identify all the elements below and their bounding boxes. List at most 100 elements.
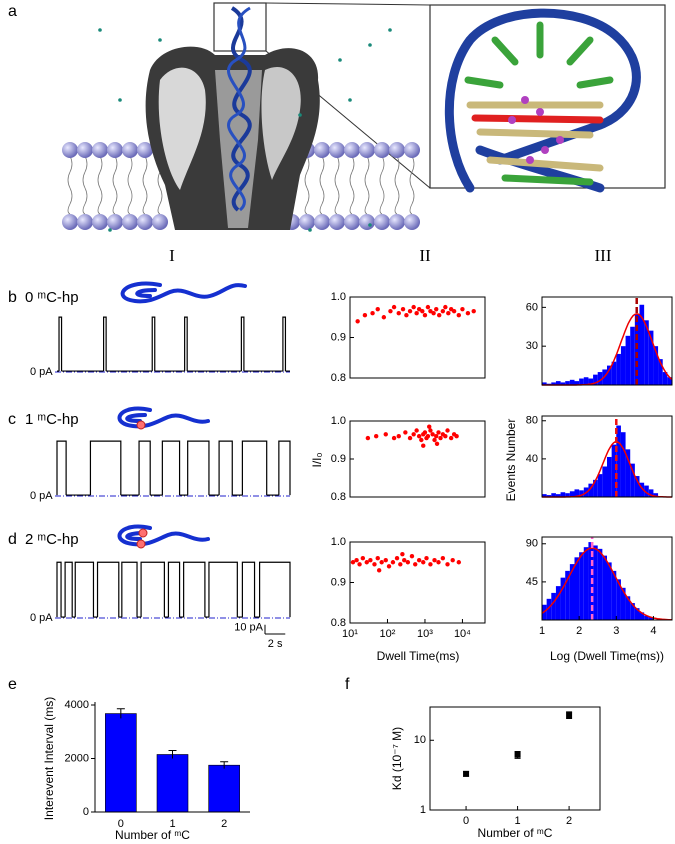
point bbox=[390, 560, 396, 565]
y-tick-label: 4000 bbox=[65, 699, 89, 711]
point bbox=[428, 308, 433, 314]
x-tick-label: 0 bbox=[118, 818, 124, 830]
column-header: III bbox=[595, 246, 612, 265]
hist-bar bbox=[593, 545, 598, 620]
hist-bar bbox=[625, 449, 631, 497]
point bbox=[414, 311, 419, 316]
protein-surface bbox=[261, 66, 301, 180]
hist-bar bbox=[634, 313, 640, 385]
zoom-line bbox=[265, 2, 431, 6]
point bbox=[566, 712, 573, 719]
hist-bar bbox=[588, 542, 594, 620]
point bbox=[373, 434, 379, 439]
point bbox=[375, 556, 380, 561]
plot-frame bbox=[349, 541, 486, 624]
point bbox=[379, 560, 384, 565]
open-event bbox=[278, 440, 291, 496]
zoom-box bbox=[213, 2, 267, 52]
lipid-head bbox=[389, 142, 405, 158]
open-event bbox=[140, 561, 165, 618]
x-tick-label: 1 bbox=[169, 818, 175, 830]
hist-bar bbox=[630, 603, 635, 620]
dna-strand bbox=[230, 6, 252, 212]
point bbox=[443, 434, 448, 439]
hist-bar bbox=[630, 463, 635, 497]
x-tick-label: 10⁴ bbox=[454, 628, 471, 640]
hist-bar bbox=[551, 592, 556, 620]
point bbox=[411, 304, 416, 310]
point bbox=[400, 551, 405, 557]
point bbox=[383, 432, 388, 437]
ion bbox=[98, 28, 102, 32]
hist-bar bbox=[569, 379, 575, 385]
hist-bar bbox=[560, 577, 566, 620]
hist-bar bbox=[588, 378, 594, 385]
point bbox=[370, 311, 375, 316]
y-tick-label: 0.9 bbox=[331, 453, 346, 465]
hist-bar bbox=[634, 608, 640, 620]
point bbox=[446, 311, 451, 316]
y-tick-label: 90 bbox=[526, 538, 538, 550]
plot-frame bbox=[541, 415, 673, 498]
y-tick-label: 0.8 bbox=[331, 491, 346, 503]
point bbox=[451, 308, 457, 314]
lipid-head bbox=[374, 142, 390, 158]
y-tick-label: 0 bbox=[83, 806, 89, 818]
point bbox=[360, 556, 366, 561]
point bbox=[456, 560, 462, 565]
error-bar bbox=[220, 761, 229, 769]
point bbox=[376, 568, 382, 573]
lipid-head bbox=[77, 142, 93, 158]
lipid-head bbox=[329, 142, 345, 158]
hist-bar bbox=[639, 304, 645, 385]
hist-bar bbox=[644, 615, 649, 620]
hist-bar bbox=[648, 617, 654, 620]
hist-bar bbox=[579, 552, 584, 620]
hist-bar bbox=[555, 381, 561, 385]
point bbox=[438, 435, 443, 441]
lipid-tail bbox=[97, 155, 103, 215]
y-tick-label: 2000 bbox=[65, 752, 89, 764]
point bbox=[436, 430, 441, 435]
open-event bbox=[151, 316, 156, 372]
point bbox=[413, 562, 418, 567]
point bbox=[425, 304, 431, 310]
point bbox=[434, 434, 439, 439]
point bbox=[416, 306, 422, 312]
hist-bar bbox=[620, 432, 626, 497]
lipid-tail bbox=[67, 155, 73, 215]
hist-bar bbox=[569, 491, 575, 497]
hist-bar bbox=[583, 547, 589, 620]
ion bbox=[388, 28, 392, 32]
hist-bar bbox=[620, 346, 626, 385]
hist-bar bbox=[597, 548, 603, 620]
x-tick-label: 2 bbox=[221, 818, 227, 830]
open-event bbox=[282, 316, 287, 372]
x-tick-label: 2 bbox=[566, 815, 572, 827]
point bbox=[425, 434, 431, 439]
lipid-head bbox=[344, 142, 360, 158]
point bbox=[436, 560, 441, 565]
open-event bbox=[161, 440, 181, 496]
x-axis-label: Number of ᵐC bbox=[478, 826, 553, 840]
hist-bar bbox=[611, 444, 617, 497]
point bbox=[430, 432, 435, 437]
lipid-tail bbox=[319, 155, 325, 215]
open-event bbox=[121, 561, 138, 618]
lipid-tail bbox=[304, 155, 310, 215]
x-axis-label: Number of ᵐC bbox=[115, 828, 190, 842]
dna-strand bbox=[227, 6, 251, 212]
y-tick-label: 10 bbox=[414, 734, 426, 746]
open-event bbox=[89, 440, 122, 496]
point bbox=[434, 441, 440, 446]
point bbox=[445, 428, 450, 433]
lipid-tail bbox=[379, 155, 385, 215]
hist-bar bbox=[616, 353, 621, 385]
hist-bar bbox=[602, 466, 607, 497]
methyl-marks bbox=[136, 420, 148, 549]
panel-label: a bbox=[8, 3, 17, 20]
open-event bbox=[241, 561, 256, 618]
open-event bbox=[218, 440, 233, 496]
point bbox=[424, 556, 429, 561]
hist-bar bbox=[583, 377, 589, 385]
